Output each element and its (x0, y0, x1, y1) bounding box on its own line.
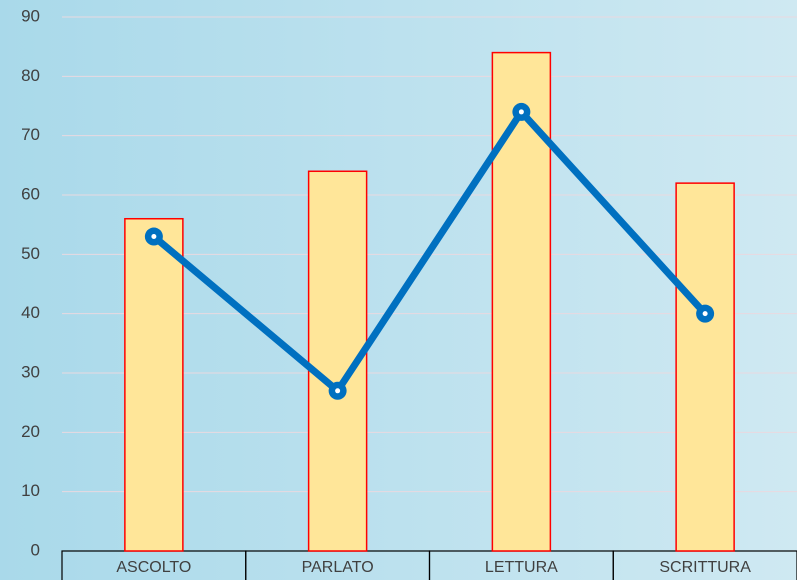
x-tick-label: SCRITTURA (659, 559, 751, 576)
y-tick-label: 40 (21, 303, 40, 322)
x-tick-label: LETTURA (485, 559, 558, 576)
y-tick-label: 80 (21, 66, 40, 85)
x-tick-label: PARLATO (302, 559, 374, 576)
point-center (518, 109, 524, 115)
point-center (335, 388, 341, 394)
bar (491, 51, 552, 552)
y-tick-label: 20 (21, 422, 40, 441)
point-center (702, 311, 708, 317)
y-tick-label: 70 (21, 125, 40, 144)
y-tick-label: 60 (21, 184, 40, 203)
bar (675, 182, 735, 552)
x-tick-label: ASCOLTO (116, 559, 191, 576)
line (151, 108, 708, 395)
bar (124, 217, 184, 552)
y-tick-label: 30 (21, 362, 40, 381)
y-tick-label: 0 (31, 540, 40, 559)
y-tick-label: 50 (21, 244, 40, 263)
y-tick-label: 90 (21, 6, 40, 25)
y-tick-label: 10 (21, 481, 40, 500)
point-center (151, 234, 157, 240)
